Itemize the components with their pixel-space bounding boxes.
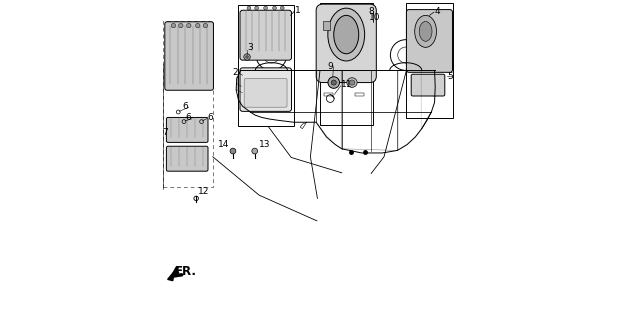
Circle shape bbox=[172, 23, 175, 28]
Circle shape bbox=[280, 6, 284, 10]
FancyBboxPatch shape bbox=[406, 10, 452, 72]
Ellipse shape bbox=[347, 78, 357, 87]
Circle shape bbox=[244, 54, 250, 60]
FancyBboxPatch shape bbox=[244, 78, 287, 107]
Text: 4: 4 bbox=[435, 7, 440, 16]
Text: 11: 11 bbox=[341, 80, 353, 89]
Bar bbox=[239, 5, 294, 126]
Circle shape bbox=[246, 56, 248, 58]
FancyBboxPatch shape bbox=[240, 68, 292, 111]
Text: 14: 14 bbox=[218, 140, 230, 149]
Circle shape bbox=[179, 23, 183, 28]
Circle shape bbox=[255, 6, 259, 10]
Polygon shape bbox=[168, 272, 174, 281]
FancyBboxPatch shape bbox=[166, 117, 208, 142]
Text: 2: 2 bbox=[232, 68, 238, 76]
Circle shape bbox=[187, 23, 191, 28]
Text: 8: 8 bbox=[369, 7, 374, 16]
Text: FR.: FR. bbox=[175, 265, 197, 278]
FancyBboxPatch shape bbox=[165, 22, 214, 90]
Circle shape bbox=[204, 23, 207, 28]
FancyBboxPatch shape bbox=[240, 10, 292, 60]
Circle shape bbox=[328, 77, 339, 88]
Text: 7: 7 bbox=[162, 128, 168, 137]
Bar bbox=[320, 3, 372, 125]
Circle shape bbox=[264, 6, 268, 10]
Bar bbox=[324, 93, 333, 96]
Text: 6: 6 bbox=[207, 113, 213, 122]
FancyBboxPatch shape bbox=[316, 4, 376, 83]
Text: 1: 1 bbox=[295, 6, 301, 15]
Ellipse shape bbox=[349, 80, 355, 85]
Ellipse shape bbox=[419, 21, 432, 41]
FancyBboxPatch shape bbox=[412, 74, 445, 96]
Bar bbox=[355, 93, 364, 96]
Ellipse shape bbox=[334, 15, 359, 54]
Circle shape bbox=[332, 80, 337, 85]
Text: 3: 3 bbox=[247, 43, 253, 52]
Text: 9: 9 bbox=[327, 62, 333, 71]
Ellipse shape bbox=[328, 8, 365, 61]
Bar bbox=[433, 88, 436, 96]
FancyBboxPatch shape bbox=[166, 146, 208, 171]
Circle shape bbox=[196, 23, 200, 28]
Circle shape bbox=[273, 6, 276, 10]
Text: 6: 6 bbox=[186, 113, 191, 122]
Circle shape bbox=[247, 6, 251, 10]
Text: 13: 13 bbox=[259, 140, 270, 149]
Text: 10: 10 bbox=[369, 13, 380, 22]
Ellipse shape bbox=[415, 15, 436, 47]
Circle shape bbox=[252, 148, 258, 154]
Circle shape bbox=[230, 148, 236, 154]
Text: 6: 6 bbox=[182, 102, 188, 111]
Bar bbox=[406, 3, 453, 118]
Bar bbox=[163, 21, 212, 187]
Bar bbox=[323, 21, 330, 30]
Text: 5: 5 bbox=[447, 72, 453, 81]
Text: 12: 12 bbox=[198, 187, 210, 196]
